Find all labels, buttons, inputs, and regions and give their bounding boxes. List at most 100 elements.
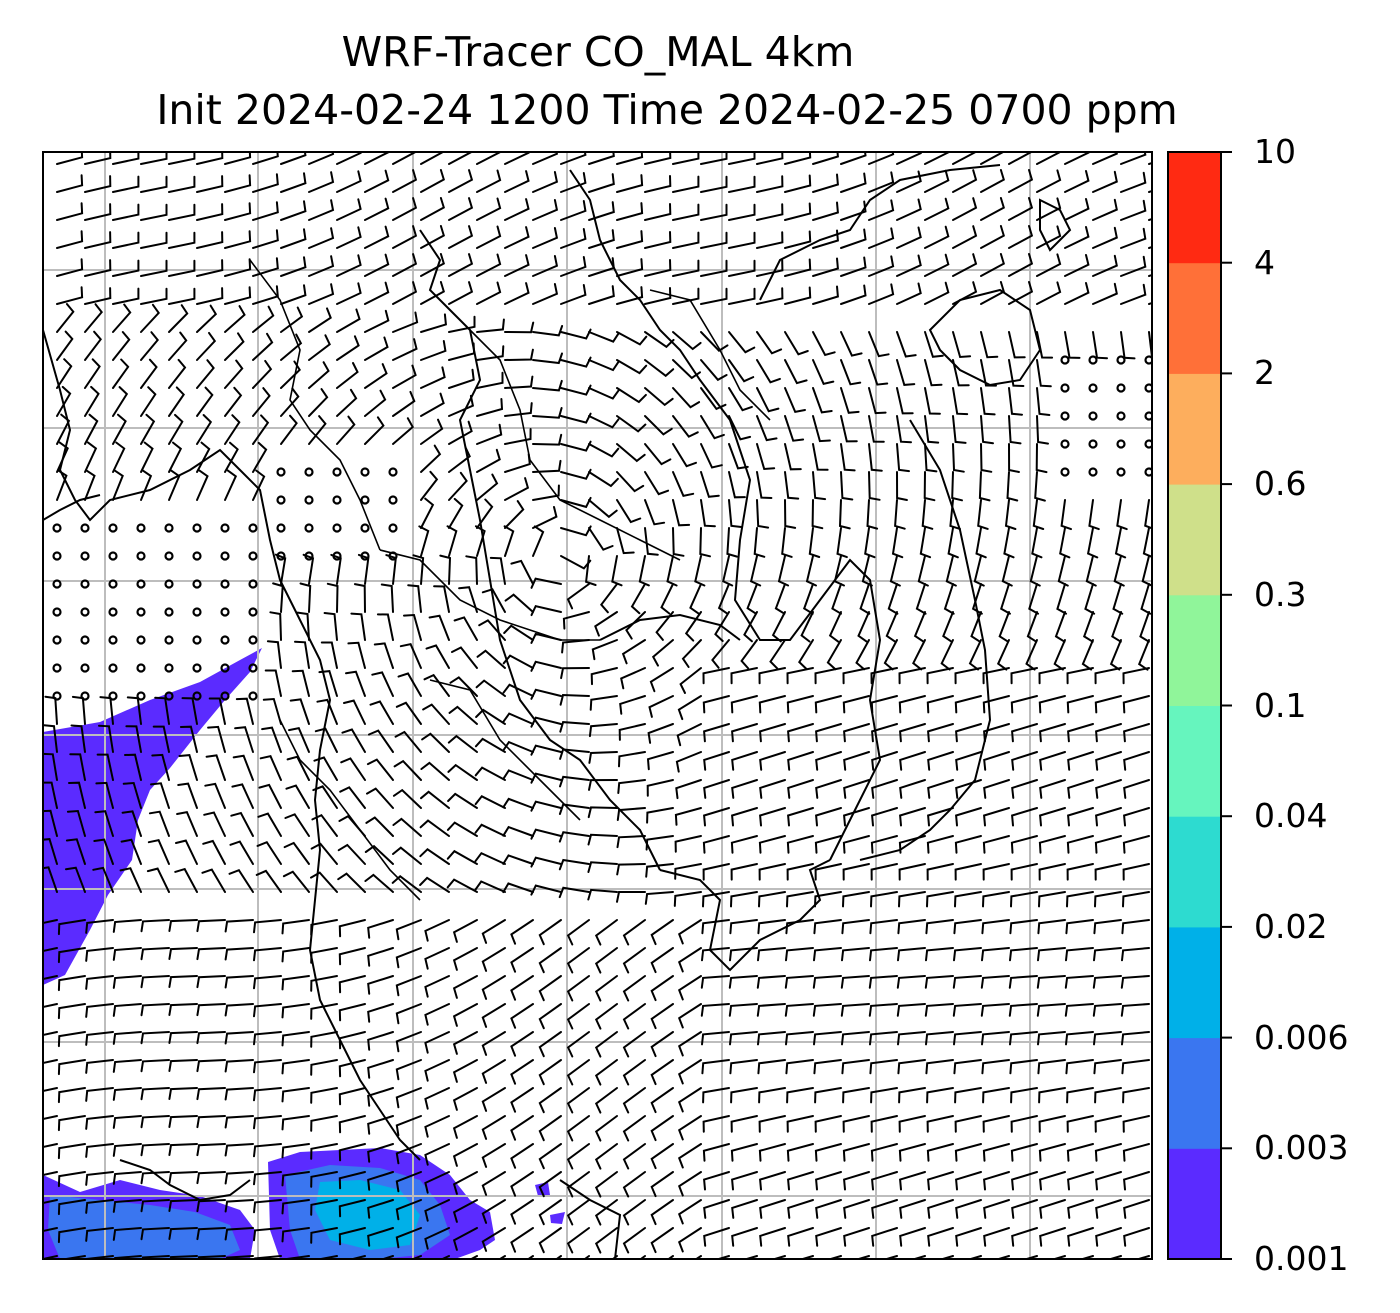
wind-barb: [644, 152, 672, 165]
wind-barb: [1123, 751, 1150, 771]
calm-wind-marker: [1060, 439, 1070, 449]
wind-barb: [812, 471, 827, 501]
wind-barb: [955, 1171, 982, 1191]
wind-barb: [585, 555, 597, 586]
wind-barb: [1122, 667, 1150, 685]
wind-barb: [474, 880, 506, 893]
wind-barb: [476, 169, 502, 193]
wind-barb: [337, 843, 366, 865]
colorbar-segment: [1168, 1037, 1221, 1149]
wind-barb: [259, 755, 282, 781]
wind-barb: [446, 849, 478, 865]
wind-barb: [365, 816, 394, 837]
wind-barb: [566, 947, 590, 974]
wind-barb: [898, 891, 926, 908]
wind-barb: [1039, 723, 1066, 743]
wind-barb: [562, 611, 590, 630]
wind-barb: [68, 781, 86, 809]
wind-barb: [559, 775, 590, 788]
wind-barb: [644, 471, 670, 496]
wind-barb: [280, 360, 301, 389]
wind-barb: [871, 779, 898, 799]
wind-barb: [728, 175, 756, 193]
wind-barb: [146, 867, 170, 893]
wind-barb: [896, 331, 917, 358]
wind-barb: [168, 947, 198, 960]
wind-barb: [538, 1199, 562, 1226]
wind-barb: [594, 1087, 618, 1114]
wind-barb: [644, 415, 673, 436]
wind-barb: [1039, 779, 1066, 799]
wind-barb: [481, 588, 506, 613]
wind-barb: [407, 584, 422, 613]
wind-barb: [140, 1115, 170, 1129]
wind-barb: [717, 583, 730, 615]
wind-barb: [815, 1171, 842, 1191]
wind-barb: [1092, 226, 1118, 249]
wind-barb: [1064, 975, 1094, 989]
wind-barb: [424, 947, 450, 970]
wind-barb: [280, 200, 307, 221]
wind-barb: [353, 583, 366, 613]
wind-barb: [677, 1003, 702, 1029]
wind-barb: [814, 695, 842, 714]
wind-barb: [1039, 751, 1066, 771]
wind-barb: [350, 612, 366, 641]
calm-wind-marker: [360, 523, 370, 533]
wind-barb: [85, 1031, 114, 1046]
calm-wind-marker: [108, 691, 118, 701]
wind-barb: [392, 311, 419, 333]
wind-barb: [446, 525, 458, 557]
colorbar-segment: [1168, 1148, 1221, 1260]
wind-barb: [622, 1059, 646, 1086]
wind-barb: [140, 1003, 170, 1017]
wind-barb: [703, 1199, 730, 1219]
calm-wind-marker: [192, 607, 202, 617]
wind-barb: [65, 866, 86, 893]
wind-barb: [952, 359, 970, 387]
wind-barb: [953, 919, 982, 935]
wind-barb: [620, 667, 646, 690]
wind-barb: [954, 667, 982, 685]
wind-barb: [85, 1143, 114, 1158]
wind-barb: [927, 807, 954, 827]
wind-barb: [148, 810, 170, 837]
wind-barb: [980, 359, 997, 387]
wind-barb: [196, 203, 224, 221]
wind-barb: [452, 1115, 478, 1139]
wind-barb: [1039, 1199, 1066, 1219]
wind-barb: [392, 788, 422, 809]
wind-barb: [560, 667, 590, 680]
wind-barb: [392, 817, 422, 837]
wind-barb: [587, 833, 618, 846]
wind-barb: [746, 583, 758, 615]
wind-barb: [489, 556, 506, 585]
wind-barb: [1092, 1003, 1122, 1017]
wind-barb: [672, 331, 702, 351]
wind-barb: [870, 891, 898, 908]
wind-barb: [253, 1115, 282, 1130]
wind-barb: [476, 197, 502, 221]
colorbar-tick-label: 2: [1254, 353, 1275, 393]
wind-barb: [419, 819, 450, 837]
wind-barb: [588, 751, 618, 764]
wind-barb: [980, 253, 1005, 277]
wind-barb: [538, 1227, 562, 1254]
wind-barb: [927, 1171, 954, 1191]
wind-barb: [424, 1059, 450, 1082]
wind-barb: [616, 202, 644, 221]
wind-barb: [1000, 583, 1011, 615]
wind-barb: [1036, 387, 1051, 416]
calm-wind-marker: [1060, 411, 1070, 421]
wind-barb: [1121, 1059, 1150, 1075]
wind-barb: [392, 417, 414, 445]
wind-barb: [420, 790, 450, 809]
wind-barb: [811, 499, 824, 530]
wind-barb: [953, 1031, 982, 1046]
wind-barb: [448, 394, 475, 417]
wind-barb: [840, 200, 867, 221]
wind-barb: [1122, 695, 1150, 714]
wind-barb: [672, 527, 685, 557]
wind-barb: [1140, 583, 1152, 615]
